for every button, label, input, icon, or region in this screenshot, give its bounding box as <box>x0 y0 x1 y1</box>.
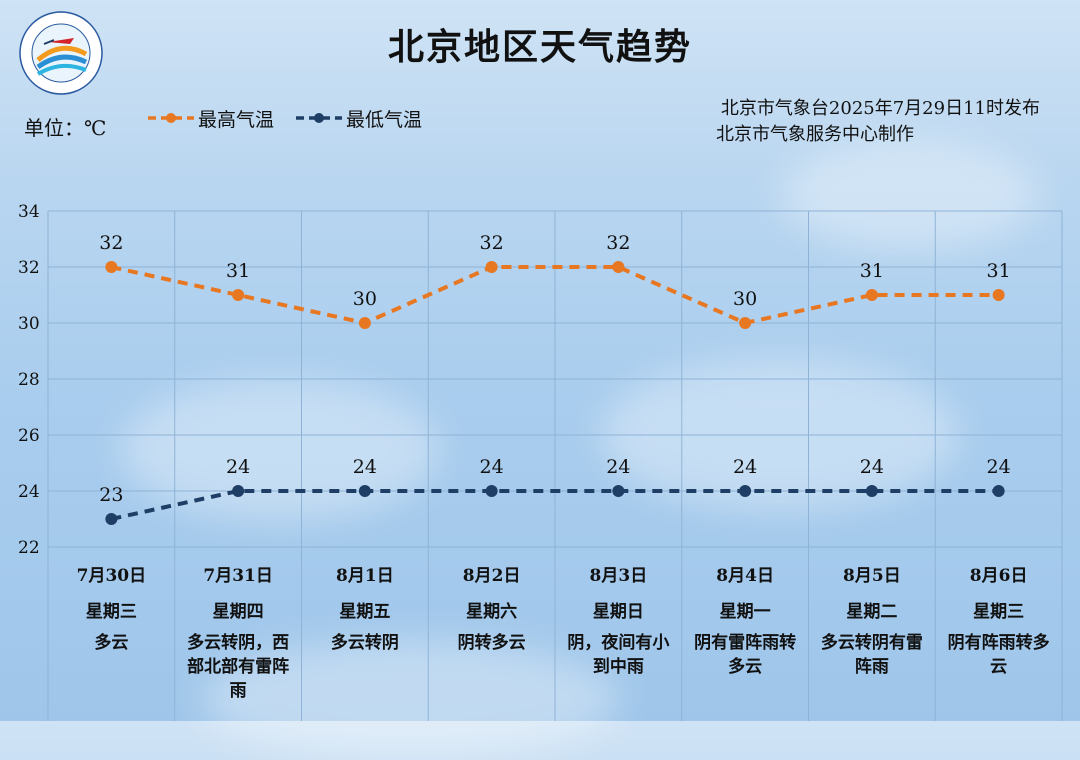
legend-high-line-icon <box>148 113 194 123</box>
day-date: 8月4日 <box>716 566 774 586</box>
day-date: 8月3日 <box>589 566 648 586</box>
data-point-low <box>612 485 625 497</box>
day-weather: 阴转多云 <box>457 633 526 653</box>
y-tick-label: 24 <box>18 482 40 502</box>
series-line-low <box>110 489 999 521</box>
data-label-high: 31 <box>987 260 1011 282</box>
data-label-high: 32 <box>99 232 123 254</box>
data-point-high <box>612 261 625 273</box>
y-tick-label: 32 <box>18 258 40 278</box>
data-point-low <box>992 485 1005 497</box>
day-weather: 多云转阴，西部北部有雷阵雨 <box>187 633 290 701</box>
legend-high: 最高气温 <box>146 104 274 132</box>
data-point-high <box>739 317 752 329</box>
day-weekday: 星期日 <box>592 602 644 622</box>
page-title: 北京地区天气趋势 <box>387 26 692 68</box>
data-point-low <box>358 485 371 497</box>
day-date: 8月5日 <box>843 566 901 586</box>
background-cloud <box>120 380 440 520</box>
day-weather: 多云 <box>94 633 129 653</box>
day-weather: 多云转阴 <box>330 633 399 653</box>
data-point-high <box>865 289 878 301</box>
data-label-high: 30 <box>353 288 377 310</box>
day-weather: 多云转阴有雷阵雨 <box>820 633 923 677</box>
data-point-low <box>865 485 878 497</box>
day-weather: 阴，夜间有小到中雨 <box>567 633 670 677</box>
data-point-high <box>105 261 118 273</box>
data-label-low: 24 <box>860 456 884 478</box>
data-point-low <box>232 485 245 497</box>
day-weekday: 星期五 <box>339 602 391 622</box>
data-point-low <box>485 485 498 497</box>
data-label-high: 30 <box>733 288 757 310</box>
y-tick-label: 28 <box>18 370 40 390</box>
day-weekday: 星期二 <box>846 602 898 622</box>
data-point-high <box>992 289 1005 301</box>
day-weekday: 星期三 <box>85 602 137 622</box>
day-weekday: 星期六 <box>466 602 518 622</box>
temperature-trend-chart: 22 24 26 28 30 32 34 32 31 30 32 32 30 31 31 23 24 24 24 24… <box>18 202 1063 721</box>
data-point-high <box>232 289 245 301</box>
data-label-low: 24 <box>480 456 504 478</box>
y-tick-label: 34 <box>18 202 40 222</box>
day-weather: 阴有阵雨转多云 <box>947 633 1050 677</box>
y-tick-label: 30 <box>18 314 40 334</box>
day-date: 8月2日 <box>462 566 521 586</box>
data-label-high: 31 <box>860 260 884 282</box>
legend-high-label: 最高气温 <box>198 108 275 131</box>
series-line-high <box>110 265 999 326</box>
data-label-high: 31 <box>226 260 250 282</box>
y-tick-label: 22 <box>18 538 40 558</box>
issuer-line-2: 北京市气象服务中心制作 <box>716 124 914 145</box>
day-weather: 阴有雷阵雨转多云 <box>694 633 797 677</box>
y-tick-label: 26 <box>18 426 40 446</box>
data-label-low: 24 <box>226 456 250 478</box>
issuer-line-1: 北京市气象台2025年7月29日11时发布 <box>720 98 1040 119</box>
meteorological-service-logo <box>19 11 103 95</box>
data-point-low <box>105 513 118 525</box>
data-label-high: 32 <box>606 232 630 254</box>
day-weekday: 星期三 <box>973 602 1025 622</box>
data-point-low <box>739 485 752 497</box>
day-date: 7月30日 <box>76 566 147 586</box>
data-label-low: 23 <box>99 484 123 506</box>
legend-low-label: 最低气温 <box>346 108 423 131</box>
day-date: 7月31日 <box>203 566 273 586</box>
day-date: 8月1日 <box>336 566 394 586</box>
data-label-low: 24 <box>606 456 630 478</box>
data-label-low: 24 <box>733 456 757 478</box>
data-label-low: 24 <box>987 456 1011 478</box>
legend-low: 最低气温 <box>294 104 422 132</box>
day-weekday: 星期一 <box>719 602 771 622</box>
background-cloud <box>780 140 1040 250</box>
data-point-high <box>358 317 371 329</box>
data-label-high: 32 <box>480 232 504 254</box>
unit-label: 单位：℃ <box>24 116 107 140</box>
day-date: 8月6日 <box>969 566 1028 586</box>
day-weekday: 星期四 <box>212 602 264 622</box>
data-point-high <box>485 261 498 273</box>
legend-low-line-icon <box>296 113 342 123</box>
data-label-low: 24 <box>353 456 377 478</box>
